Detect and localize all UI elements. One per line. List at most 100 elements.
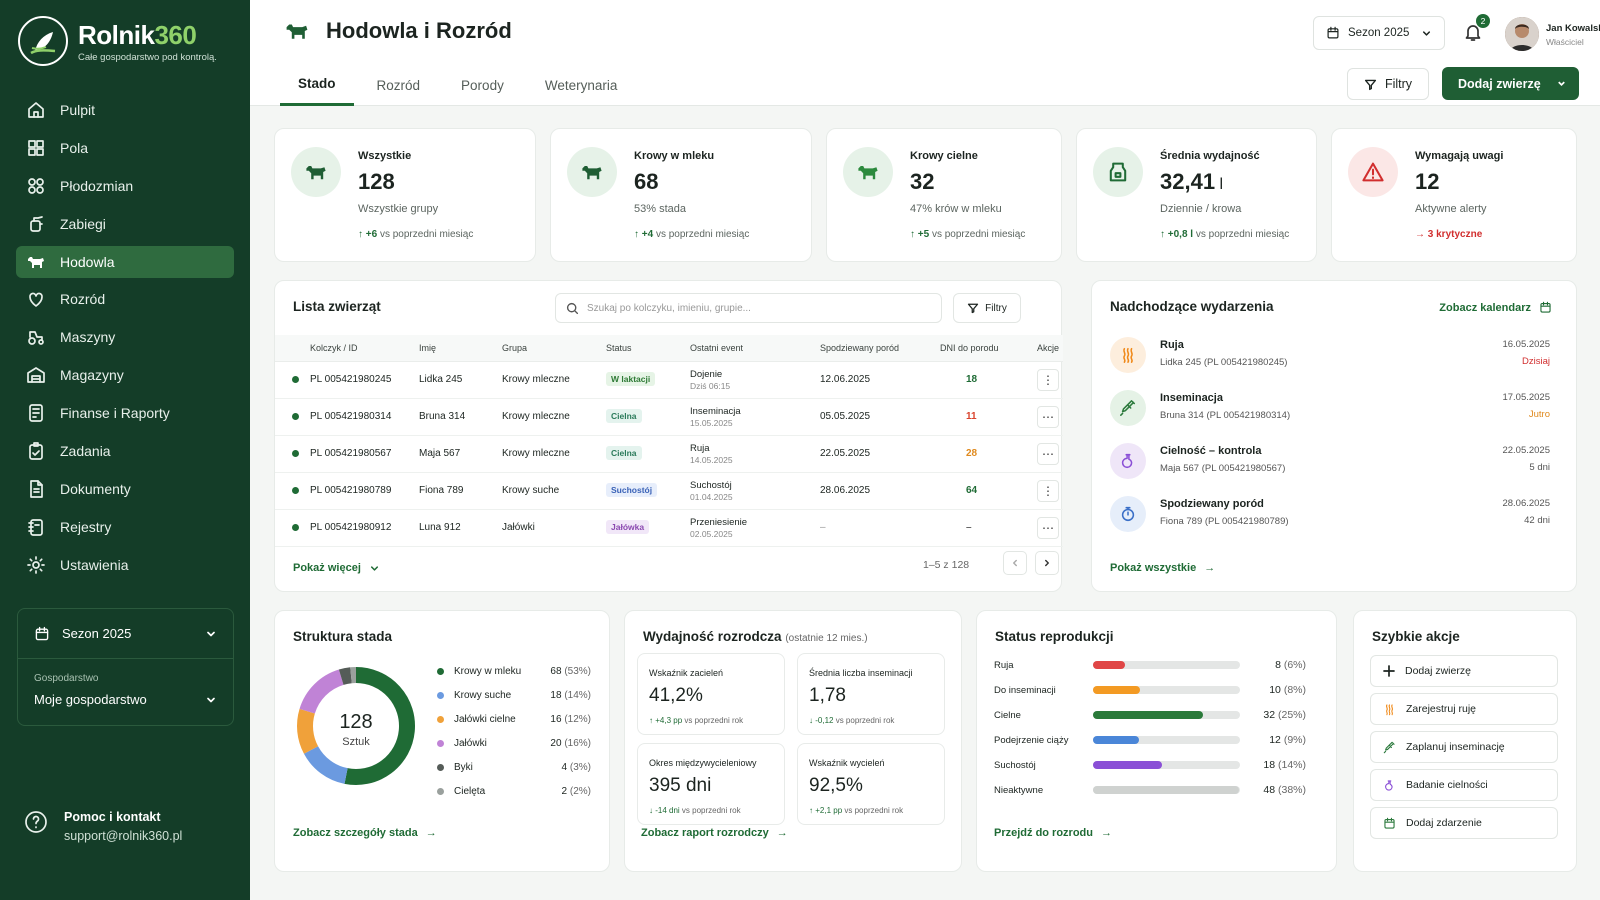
col-header[interactable]: Status <box>606 335 690 362</box>
table-row[interactable]: PL 005421980789 Fiona 789 Krowy suche Su… <box>275 472 1063 510</box>
syringe-icon <box>1110 390 1146 426</box>
prev-page-button[interactable] <box>1003 551 1027 575</box>
sidebar-item-hodowla[interactable]: Hodowla <box>16 245 234 278</box>
show-all-events-link[interactable]: Pokaż wszystkie → <box>1110 562 1216 574</box>
search-input[interactable]: Szukaj po kolczyku, imieniu, grupie... <box>555 293 942 323</box>
table-filter-label: Filtry <box>985 302 1007 314</box>
sidebar-item-zadania[interactable]: Zadania <box>16 435 234 467</box>
tab-weterynaria[interactable]: Weterynaria <box>544 77 618 93</box>
cell-status: Cielna <box>606 398 690 436</box>
help-email[interactable]: support@rolnik360.pl <box>64 829 183 843</box>
herd-details-link[interactable]: Zobacz szczegóły stada → <box>293 827 437 839</box>
stat-value: 128 <box>358 169 395 194</box>
cell-event: Dojenie Dziś 06:15 <box>690 361 820 399</box>
col-header[interactable]: Ostatni event <box>690 335 820 362</box>
quick-action-pregnancy-check[interactable]: Badanie cielności <box>1370 769 1558 801</box>
sidebar-item-rejestry[interactable]: Rejestry <box>16 511 234 543</box>
flask-icon <box>1383 779 1396 792</box>
event-item[interactable]: Inseminacja Bruna 314 (PL 005421980314) … <box>1110 388 1550 440</box>
tab-rozrod[interactable]: Rozród <box>376 77 421 93</box>
filters-button[interactable]: Filtry <box>1347 68 1429 100</box>
sidebar-item-pola[interactable]: Pola <box>16 132 234 164</box>
sidebar-item-label: Finanse i Raporty <box>60 405 170 422</box>
breeding-report-link[interactable]: Zobacz raport rozrodczy → <box>641 827 788 839</box>
season-dropdown[interactable]: Sezon 2025 <box>1313 16 1445 50</box>
next-page-button[interactable] <box>1035 551 1059 575</box>
show-more-link[interactable]: Pokaż więcej <box>293 562 380 574</box>
reproduction-link[interactable]: Przejdź do rozrodu → <box>994 827 1112 839</box>
sidebar-item-finanse[interactable]: Finanse i Raporty <box>16 397 234 429</box>
quick-action-insemination[interactable]: Zaplanuj inseminację <box>1370 731 1558 763</box>
tab-stado[interactable]: Stado <box>280 64 354 106</box>
row-actions-button[interactable]: ⋮ <box>1037 479 1059 502</box>
col-header[interactable]: DNI do porodu <box>940 335 1037 362</box>
cell-due: 12.06.2025 <box>820 361 940 399</box>
legend-item: Jałówki cielne 16 (12%) <box>437 707 591 731</box>
event-title: Inseminacja <box>1160 392 1223 404</box>
sidebar-nav: Pulpit Pola Płodozmian Zabiegi Hodowla R… <box>16 94 234 587</box>
stat-alert-link[interactable]: → 3 krytyczne <box>1415 229 1483 240</box>
quick-action-add-event[interactable]: Dodaj zdarzenie <box>1370 807 1558 839</box>
col-header[interactable]: Kolczyk / ID <box>275 335 419 362</box>
chevron-down-icon <box>369 563 380 574</box>
stat-label: Średnia wydajność <box>1160 150 1260 162</box>
metric-value: 92,5% <box>809 775 863 796</box>
breeding-performance-card: Wydajność rozrodcza (ostatnie 12 mies.) … <box>624 610 962 872</box>
row-actions-button[interactable]: ⋮ <box>1037 368 1059 391</box>
table-filter-button[interactable]: Filtry <box>953 293 1021 323</box>
cell-group: Jałówki <box>502 509 606 547</box>
notifications-button[interactable]: 2 <box>1463 14 1490 42</box>
tractor-icon <box>26 327 46 347</box>
quick-action-heat[interactable]: Zarejestruj ruję <box>1370 693 1558 725</box>
calendar-link[interactable]: Zobacz kalendarz <box>1439 301 1552 314</box>
sidebar-item-label: Magazyny <box>60 367 124 384</box>
tab-porody[interactable]: Porody <box>461 77 504 93</box>
stat-trend: ↑ +6 vs poprzedni miesiąc <box>358 229 474 240</box>
event-date: 28.06.2025 <box>1502 498 1550 509</box>
cell-id: PL 005421980912 <box>275 509 419 547</box>
event-item[interactable]: Spodziewany poród Fiona 789 (PL 00542198… <box>1110 494 1550 546</box>
table-row[interactable]: PL 005421980912 Luna 912 Jałówki Jałówka… <box>275 509 1063 547</box>
quick-action-add-animal[interactable]: Dodaj zwierzę <box>1370 655 1558 687</box>
calendar-icon <box>1539 301 1552 314</box>
farm-select[interactable]: Moje gospodarstwo <box>18 692 233 707</box>
sidebar-item-ustawienia[interactable]: Ustawienia <box>16 549 234 581</box>
sidebar-item-rozrod[interactable]: Rozród <box>16 283 234 315</box>
col-header[interactable]: Grupa <box>502 335 606 362</box>
col-header[interactable]: Imię <box>419 335 502 362</box>
table-row[interactable]: PL 005421980567 Maja 567 Krowy mleczne C… <box>275 435 1063 473</box>
legend-item: Byki 4 (3%) <box>437 755 591 779</box>
sidebar-item-dokumenty[interactable]: Dokumenty <box>16 473 234 505</box>
sidebar-item-magazyny[interactable]: Magazyny <box>16 359 234 391</box>
brand-tagline: Całe gospodarstwo pod kontrolą. <box>78 51 217 63</box>
event-title: Ruja <box>1160 339 1184 351</box>
stat-card-alerts[interactable]: Wymagają uwagi 12 Aktywne alerty → 3 kry… <box>1331 128 1577 262</box>
legend-dot <box>437 739 444 747</box>
sidebar-item-pulpit[interactable]: Pulpit <box>16 94 234 126</box>
row-actions-button[interactable]: ⋯ <box>1037 516 1059 539</box>
season-select[interactable]: Sezon 2025 <box>18 609 233 659</box>
calendar-icon <box>34 626 50 642</box>
row-actions-button[interactable]: ⋯ <box>1037 405 1059 428</box>
cell-group: Krowy mleczne <box>502 435 606 473</box>
repro-bar <box>1093 711 1240 719</box>
col-header[interactable]: Spodziewany poród <box>820 335 940 362</box>
event-item[interactable]: Cielność – kontrola Maja 567 (PL 0054219… <box>1110 441 1550 493</box>
sidebar-item-maszyny[interactable]: Maszyny <box>16 321 234 353</box>
help-contact[interactable]: Pomoc i kontakt support@rolnik360.pl <box>24 810 182 843</box>
search-icon <box>566 302 579 315</box>
user-info[interactable]: Jan Kowalski Właściciel <box>1546 23 1600 47</box>
table-row[interactable]: PL 005421980245 Lidka 245 Krowy mleczne … <box>275 361 1063 399</box>
cell-status: W laktacji <box>606 361 690 399</box>
logo[interactable]: Rolnik360 Całe gospodarstwo pod kontrolą… <box>18 16 217 66</box>
table-row[interactable]: PL 005421980314 Bruna 314 Krowy mleczne … <box>275 398 1063 436</box>
sidebar-item-zabiegi[interactable]: Zabiegi <box>16 208 234 240</box>
chevron-left-icon <box>1010 558 1020 568</box>
sidebar-item-plodozmian[interactable]: Płodozmian <box>16 170 234 202</box>
row-actions-button[interactable]: ⋯ <box>1037 442 1059 465</box>
cow-icon <box>26 252 46 272</box>
event-item[interactable]: Ruja Lidka 245 (PL 005421980245) 16.05.2… <box>1110 335 1550 387</box>
season-dropdown-value: Sezon 2025 <box>1348 27 1410 39</box>
avatar[interactable] <box>1505 17 1539 51</box>
add-animal-button[interactable]: Dodaj zwierzę <box>1442 67 1579 100</box>
